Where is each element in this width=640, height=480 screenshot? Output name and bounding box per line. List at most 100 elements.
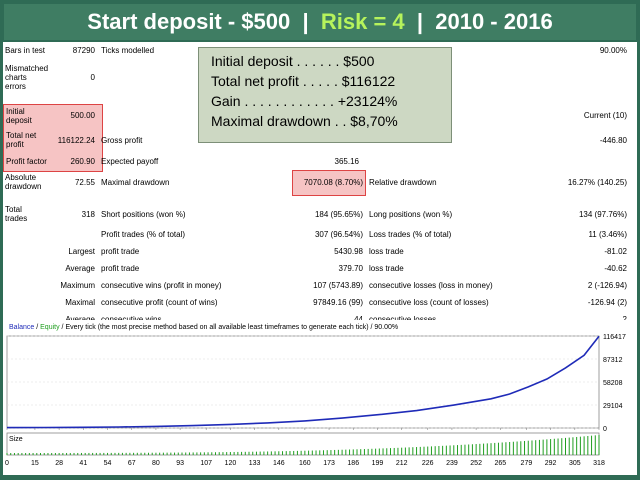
x-tick-label: 28 (55, 460, 63, 467)
x-tick-label: 160 (299, 460, 311, 467)
maximal-loss-value: -126.94 (2) (587, 298, 627, 307)
average-profit-value: 379.70 (338, 264, 363, 273)
overlay-initial-deposit: Initial deposit . . . . . . $500 (211, 53, 375, 69)
total-trades-label-2: trades (5, 214, 28, 223)
highlight-left (3, 104, 103, 172)
overlay-gain: Gain . . . . . . . . . . . . +23124% (211, 93, 398, 109)
x-tick-label: 199 (372, 460, 384, 467)
x-tick-label: 186 (347, 460, 359, 467)
loss-trades-value: 11 (3.46%) (588, 230, 627, 239)
x-tick-label: 67 (128, 460, 136, 467)
legend-sep: / (34, 324, 41, 331)
max-cons-wins-value: 107 (5743.89) (313, 281, 363, 290)
x-tick-label: 41 (79, 460, 87, 467)
largest-profit-value: 5430.98 (334, 247, 363, 256)
average-loss-value: -40.62 (604, 264, 627, 273)
x-tick-label: 146 (273, 460, 285, 467)
ticks-modelled-label: Ticks modelled (101, 46, 155, 55)
x-tick-label: 80 (152, 460, 160, 467)
total-trades-label-1: Total (5, 205, 22, 214)
max-drawdown-label: Maximal drawdown (101, 178, 170, 187)
long-positions-value: 134 (97.76%) (578, 210, 627, 219)
maximal-profit-value: 97849.16 (99) (313, 298, 363, 307)
x-tick-label: 252 (470, 460, 482, 467)
x-tick-label: 226 (422, 460, 434, 467)
max-cons-losses-label: consecutive losses (loss in money) (369, 281, 493, 290)
highlight-max-drawdown (292, 170, 366, 196)
total-trades-value: 318 (81, 210, 95, 219)
x-tick-label: 305 (569, 460, 581, 467)
avg-cons-wins-value: 44 (293, 315, 363, 324)
mismatched-label-1: Mismatched (5, 64, 49, 73)
chart-canvas: 116417 87312 58208 29104 0 0 15 28 41 54 67 80 93 107… (5, 334, 626, 467)
profit-factor-value: 260.90 (70, 157, 95, 166)
gross-loss-value: -446.80 (599, 136, 627, 145)
y-tick-label: 0 (603, 426, 607, 433)
size-plot-frame (6, 432, 600, 456)
total-net-profit-value: 116122.24 (57, 136, 95, 145)
long-positions-label: Long positions (won %) (369, 210, 453, 219)
avg-cons-losses-label: consecutive losses (369, 315, 436, 324)
max-drawdown-value: 7070.08 (8.70%) (303, 178, 363, 187)
x-tick-label: 120 (225, 460, 237, 467)
average-label: Average (65, 264, 95, 273)
banner-part-years: | 2010 - 2016 (404, 9, 553, 34)
profit-trades-value: 307 (96.54%) (314, 230, 363, 239)
abs-drawdown-value: 72.55 (74, 178, 95, 187)
loss-trades-label: Loss trades (% of total) (369, 230, 452, 239)
legend-balance: Balance (9, 324, 35, 331)
summary-overlay: Initial deposit . . . . . . $500 Total ne… (198, 47, 452, 143)
legend-equity: Equity (40, 324, 60, 331)
average2-label: Average (43, 315, 95, 324)
x-tick-label: 107 (200, 460, 212, 467)
largest-loss-label: loss trade (369, 247, 404, 256)
profit-trades-label: Profit trades (% of total) (101, 230, 186, 239)
banner-title: Start deposit - $500 | Risk = 4 | 2010 -… (4, 4, 636, 40)
x-tick-label: 265 (494, 460, 506, 467)
x-tick-label: 318 (593, 460, 605, 467)
avg-cons-wins-label: consecutive wins (101, 315, 161, 324)
largest-loss-value: -81.02 (604, 247, 627, 256)
short-positions-value: 184 (95.65%) (314, 210, 363, 219)
profit-factor-label: Profit factor (6, 157, 47, 166)
average-loss-label: loss trade (369, 264, 404, 273)
ticks-modelled-value: 90.00% (599, 46, 627, 55)
largest-label: Largest (68, 247, 95, 256)
initial-deposit-label-1: Initial (6, 107, 25, 116)
max-cons-wins-label: consecutive wins (profit in money) (101, 281, 222, 290)
expected-payoff-label: Expected payoff (101, 157, 159, 166)
overlay-total-net-profit: Total net profit . . . . . $116122 (211, 73, 396, 89)
maximal-profit-label: consecutive profit (count of wins) (101, 298, 218, 307)
banner-part-deposit: Start deposit - $500 | (87, 9, 321, 34)
x-tick-label: 212 (396, 460, 408, 467)
largest-profit-label: profit trade (101, 247, 140, 256)
average-profit-label: profit trade (101, 264, 140, 273)
x-tick-label: 133 (249, 460, 261, 467)
gross-profit-label: Gross profit (101, 136, 143, 145)
short-positions-label: Short positions (won %) (101, 210, 186, 219)
x-tick-label: 54 (104, 460, 112, 467)
avg-cons-losses-value: 2 (543, 315, 627, 324)
mismatched-label-2: charts (5, 73, 27, 82)
x-tick-label: 173 (323, 460, 335, 467)
size-label: Size (9, 436, 23, 443)
chart-legend: Balance / Equity / Every tick (the most … (9, 324, 398, 331)
balance-line (6, 335, 600, 429)
abs-drawdown-label-2: drawdown (5, 182, 42, 191)
maximum-label: Maximum (60, 281, 95, 290)
initial-deposit-label-2: deposit (6, 116, 32, 125)
total-net-profit-label-1: Total net (6, 131, 37, 140)
rel-drawdown-label: Relative drawdown (369, 178, 437, 187)
y-tick-label: 58208 (603, 380, 623, 387)
y-tick-label: 87312 (603, 357, 623, 364)
bars-in-test-label: Bars in test (5, 46, 46, 55)
abs-drawdown-label-1: Absolute (5, 173, 37, 182)
overlay-max-drawdown: Maximal drawdown . . $8,70% (211, 113, 398, 129)
rel-drawdown-value: 16.27% (140.25) (567, 178, 627, 187)
y-tick-label: 29104 (603, 403, 623, 410)
x-tick-label: 239 (446, 460, 458, 467)
balance-chart: Balance / Equity / Every tick (the most … (3, 320, 637, 475)
max-cons-losses-value: 2 (-126.94) (587, 281, 627, 290)
y-tick-label: 116417 (603, 334, 626, 341)
